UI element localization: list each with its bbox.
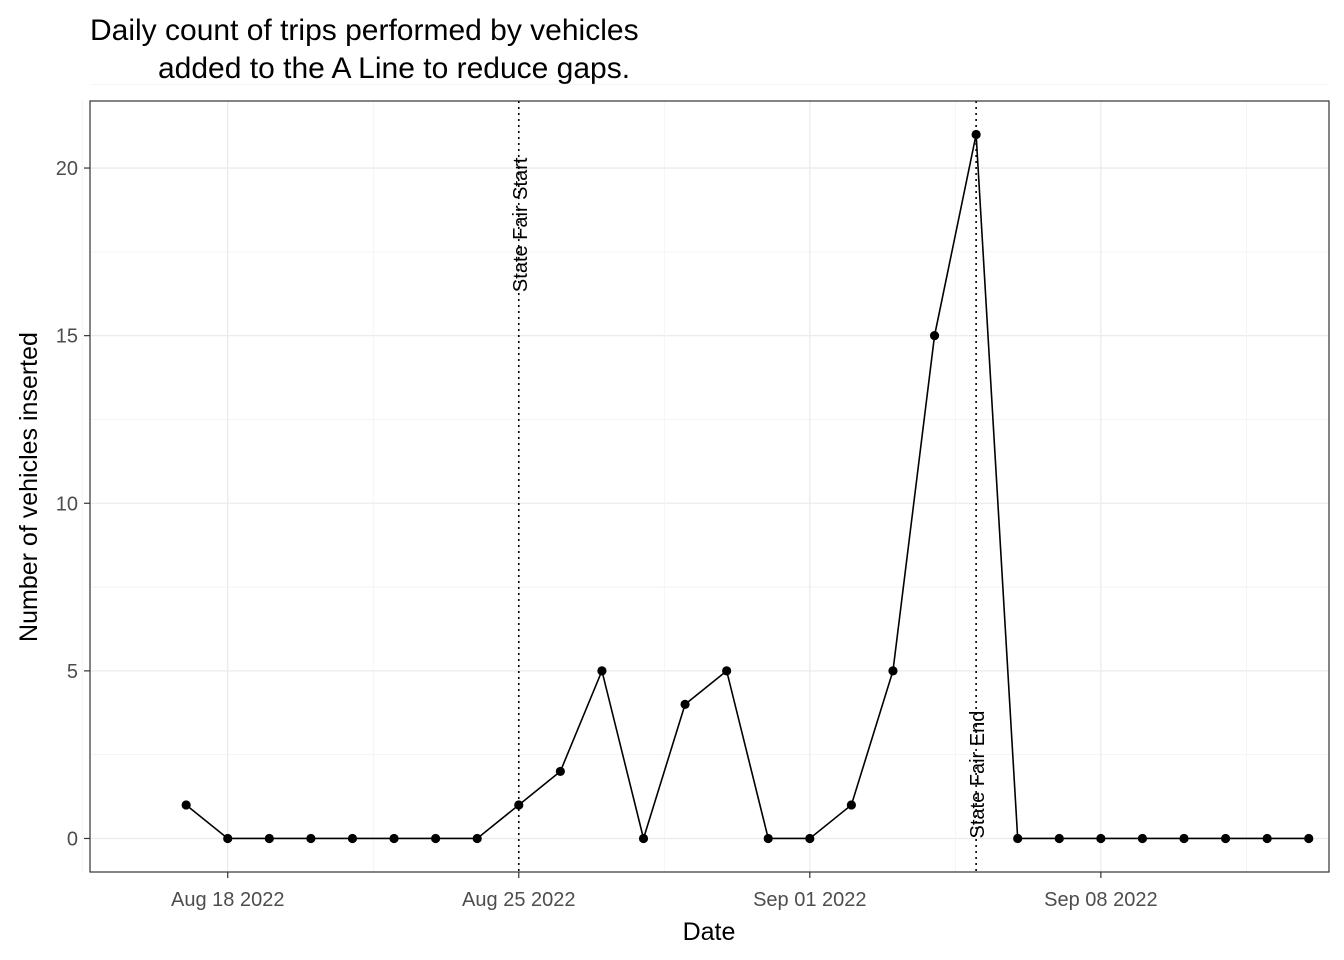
data-point xyxy=(431,833,441,844)
data-point xyxy=(680,699,690,709)
data-point xyxy=(846,800,856,810)
data-point xyxy=(1096,833,1106,844)
data-point xyxy=(638,833,649,844)
data-points xyxy=(181,129,1314,844)
data-point xyxy=(971,129,981,140)
x-tick-label: Sep 01 2022 xyxy=(753,889,866,911)
y-tick-label: 15 xyxy=(56,326,78,348)
chart-title-line-2: added to the A Line to reduce gaps. xyxy=(158,52,630,85)
data-point xyxy=(347,833,358,844)
data-point xyxy=(1179,833,1189,844)
data-point xyxy=(181,800,191,810)
data-point xyxy=(306,833,316,844)
x-axis-title: Date xyxy=(683,918,736,946)
data-point xyxy=(1220,833,1231,844)
y-tick-label: 20 xyxy=(56,158,78,180)
data-point xyxy=(472,833,482,844)
data-point xyxy=(389,833,399,844)
data-point xyxy=(763,833,773,844)
y-tick-label: 10 xyxy=(56,493,78,515)
annotation-label: State Fair End xyxy=(967,711,989,839)
x-tick-label: Aug 25 2022 xyxy=(462,889,575,911)
data-point xyxy=(555,766,565,777)
y-axis-title: Number of vehicles inserted xyxy=(15,332,43,642)
data-point xyxy=(223,833,233,844)
data-point xyxy=(805,833,815,844)
plot-panel-border xyxy=(89,100,1330,873)
y-tick-label: 0 xyxy=(67,828,78,850)
data-point xyxy=(722,666,732,676)
axis-ticks: 0 5 10 15 20 Aug 18 2022 Aug 25 2022 Sep 01 202… xyxy=(56,158,1158,911)
data-point xyxy=(264,833,274,844)
data-point xyxy=(597,666,607,676)
data-point xyxy=(1304,833,1314,844)
data-point xyxy=(1054,833,1064,844)
data-point xyxy=(888,666,898,676)
data-point xyxy=(1013,833,1023,844)
chart-title-line-1: Daily count of trips performed by vehicl… xyxy=(90,14,639,47)
y-tick-label: 5 xyxy=(67,661,78,683)
series-line xyxy=(185,134,1309,842)
grid xyxy=(81,83,1329,872)
series-polyline xyxy=(185,134,1309,842)
data-point xyxy=(929,331,940,341)
x-tick-label: Sep 08 2022 xyxy=(1044,889,1157,911)
annotations: State Fair Start State Fair End xyxy=(510,101,989,872)
data-point xyxy=(1262,833,1272,844)
x-tick-label: Aug 18 2022 xyxy=(171,889,284,911)
annotation-label: State Fair Start xyxy=(510,157,532,292)
data-point xyxy=(514,800,524,810)
data-point xyxy=(1137,833,1148,844)
